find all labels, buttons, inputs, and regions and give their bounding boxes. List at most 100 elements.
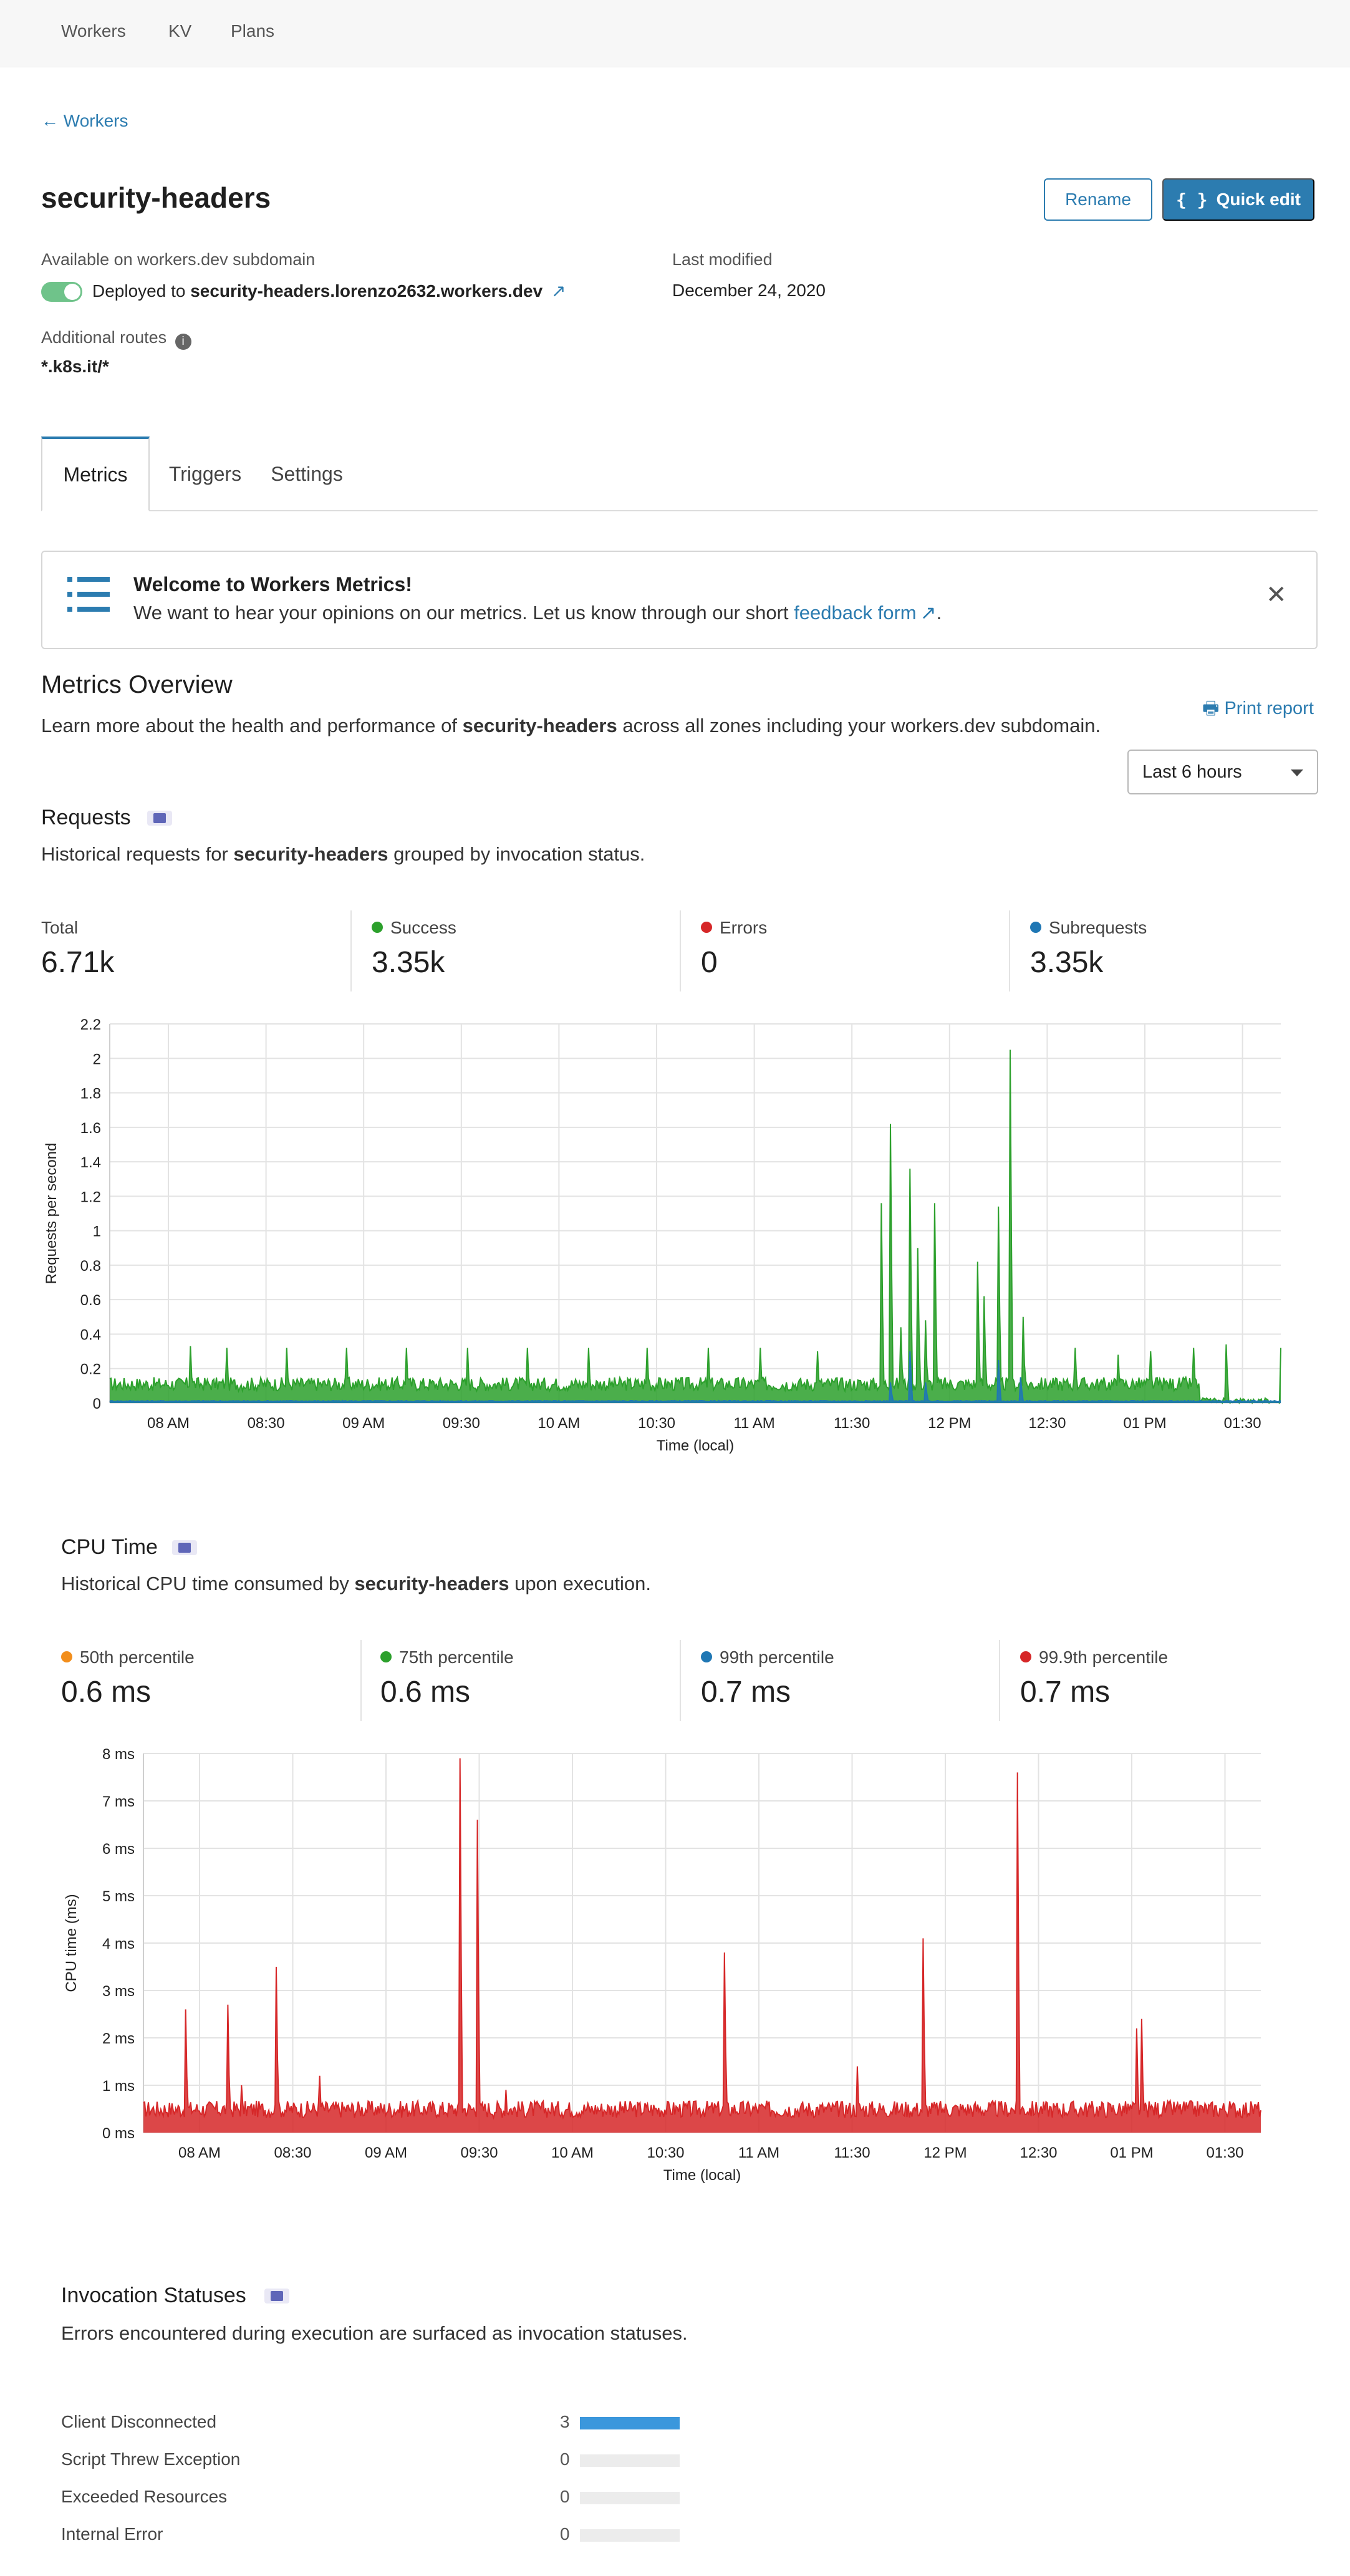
x-tick-label: 08:30 (248, 1415, 285, 1432)
print-report-label: Print report (1224, 698, 1314, 718)
y-tick-label: 2.2 (80, 1016, 101, 1033)
invocation-row: Client Disconnected 3 (61, 2412, 685, 2437)
invocation-count: 0 (560, 2487, 570, 2506)
x-tick-label: 10:30 (647, 2144, 684, 2161)
feedback-link[interactable]: feedback form (794, 602, 917, 624)
series-line (143, 1758, 1261, 2120)
nav-item-workers[interactable]: Workers (61, 21, 126, 41)
routes-label: Additional routes i (41, 328, 191, 350)
y-tick-label: 2 (93, 1051, 101, 1068)
invocation-label: Exceeded Resources (61, 2487, 228, 2506)
p50-dot (61, 1651, 72, 1662)
y-tick-label: 5 ms (102, 1888, 135, 1905)
x-axis-title: Time (local) (657, 1437, 734, 1454)
x-tick-label: 09 AM (365, 2144, 407, 2161)
back-link[interactable]: ← Workers (41, 111, 128, 131)
stat-value: 6.71k (41, 946, 115, 979)
x-tick-label: 10:30 (638, 1415, 675, 1432)
invocation-title: Invocation Statuses (61, 2284, 246, 2307)
invocation-count: 3 (560, 2412, 570, 2431)
subdomain-label: Available on workers.dev subdomain (41, 250, 316, 269)
y-tick-label: 0 (93, 1396, 101, 1412)
invocation-row: Exceeded Resources 0 (61, 2487, 685, 2512)
quick-edit-label: Quick edit (1216, 190, 1301, 209)
invocation-count: 0 (560, 2524, 570, 2544)
nav-item-kv[interactable]: KV (168, 21, 192, 41)
book-icon[interactable] (172, 1540, 197, 1555)
list-icon (67, 577, 110, 612)
tab-bar: Metrics Triggers Settings (41, 437, 1318, 511)
subrequests-dot (1030, 922, 1041, 933)
stat-value: 0.7 ms (701, 1676, 791, 1709)
divider (350, 910, 352, 991)
series-area (143, 1758, 1261, 2133)
tab-settings[interactable]: Settings (271, 462, 343, 485)
stat-value: 3.35k (372, 946, 445, 979)
stat-label: Total (41, 918, 79, 937)
close-icon[interactable]: ✕ (1266, 581, 1287, 609)
nav-item-plans[interactable]: Plans (231, 21, 275, 41)
rename-button[interactable]: Rename (1044, 178, 1152, 221)
y-tick-label: 0.6 (80, 1292, 101, 1309)
cpu-chart: 0 ms 1 ms 2 ms 3 ms 4 ms 5 ms 6 ms 7 ms 8 ms 08 A… (63, 1746, 1261, 2184)
requests-title: Requests (41, 806, 131, 829)
overview-desc-strong: security-headers (462, 715, 617, 736)
tab-metrics[interactable]: Metrics (41, 437, 150, 511)
y-tick-label: 2 ms (102, 2030, 135, 2047)
modified-label: Last modified (672, 250, 773, 269)
info-icon[interactable]: i (175, 334, 191, 350)
x-tick-label: 12:30 (1028, 1415, 1066, 1432)
top-nav: Workers KV Plans (0, 0, 1350, 67)
x-tick-label: 01:30 (1224, 1415, 1261, 1432)
braces-icon: { } (1176, 189, 1208, 210)
invocation-label: Client Disconnected (61, 2412, 217, 2431)
success-dot (372, 922, 383, 933)
x-tick-label: 10 AM (538, 1415, 580, 1432)
x-tick-label: 08 AM (178, 2144, 221, 2161)
divider (680, 1640, 681, 1721)
stat-label: 75th percentile (399, 1647, 514, 1667)
book-icon[interactable] (264, 2289, 289, 2303)
overview-title: Metrics Overview (41, 671, 233, 698)
routes-value: *.k8s.it/* (41, 357, 109, 376)
cpu-desc-pre: Historical CPU time consumed by (61, 1573, 349, 1594)
y-tick-label: 0.2 (80, 1361, 101, 1378)
deployed-prefix: Deployed to (92, 281, 186, 301)
x-tick-label: 11 AM (738, 2144, 779, 2161)
invocation-bar (580, 2417, 680, 2429)
x-tick-label: 12:30 (1020, 2144, 1057, 2161)
invocation-count: 0 (560, 2449, 570, 2469)
quick-edit-button[interactable]: { } Quick edit (1162, 178, 1314, 221)
cpu-desc: Historical CPU time consumed by security… (61, 1573, 651, 1595)
print-report-link[interactable]: 🖶 Print report (1202, 695, 1314, 726)
overview-desc-post: across all zones including your workers.… (622, 715, 1101, 736)
x-tick-label: 01 PM (1123, 1415, 1166, 1432)
deployed-text: Deployed to security-headers.lorenzo2632… (92, 281, 566, 301)
y-tick-label: 6 ms (102, 1841, 135, 1858)
banner-text-end: . (936, 602, 942, 624)
series-area (110, 1049, 1281, 1403)
stat-label: Success (390, 918, 456, 937)
invocation-row: Script Threw Exception 0 (61, 2449, 685, 2474)
stat-value: 3.35k (1030, 946, 1104, 979)
invocation-bar (580, 2492, 680, 2504)
series-line (109, 1049, 1281, 1405)
stat-label: 99th percentile (720, 1647, 834, 1667)
invocation-label: Internal Error (61, 2524, 163, 2544)
page-title: security-headers (41, 181, 271, 214)
requests-desc-pre: Historical requests for (41, 843, 228, 865)
book-icon[interactable] (147, 811, 172, 826)
welcome-banner: Welcome to Workers Metrics! We want to h… (41, 551, 1318, 649)
y-tick-label: 1.8 (80, 1086, 101, 1102)
subdomain-toggle[interactable] (41, 282, 82, 302)
time-range-select[interactable]: Last 6 hours (1127, 750, 1318, 794)
stat-label: Subrequests (1049, 918, 1147, 937)
tab-triggers[interactable]: Triggers (168, 462, 242, 485)
external-link-icon[interactable]: ↗ (551, 281, 566, 301)
deployed-host[interactable]: security-headers.lorenzo2632.workers.dev (190, 281, 543, 301)
y-tick-label: 1.6 (80, 1120, 101, 1137)
x-tick-label: 10 AM (551, 2144, 594, 2161)
x-tick-label: 12 PM (923, 2144, 967, 2161)
arrow-left-icon: ← (41, 111, 59, 130)
y-tick-label: 0 ms (102, 2125, 135, 2142)
